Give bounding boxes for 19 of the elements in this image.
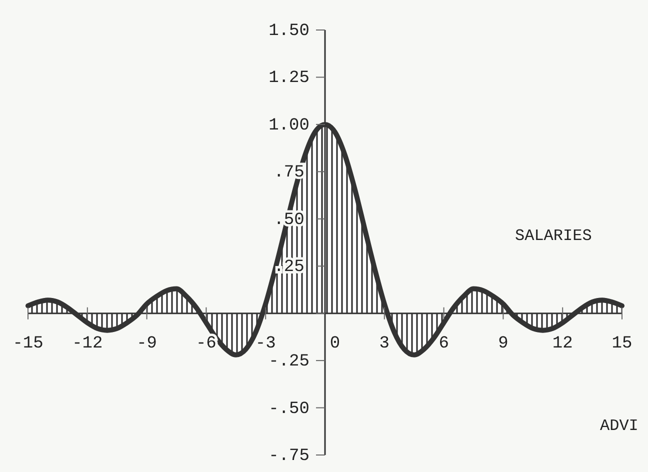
y-tick-label: 1.50 bbox=[268, 22, 310, 41]
y-tick-label: 1.00 bbox=[268, 116, 310, 136]
x-tick-label: -6 bbox=[196, 334, 216, 354]
y-tick-label: -.25 bbox=[268, 352, 310, 372]
x-tick-label: -3 bbox=[255, 334, 276, 354]
x-tick-label: 3 bbox=[379, 334, 390, 354]
x-tick-label: 6 bbox=[438, 334, 449, 354]
x-tick-label: -9 bbox=[136, 334, 158, 354]
x-tick-label: 12 bbox=[552, 334, 573, 354]
y-tick-label: 1.25 bbox=[268, 69, 310, 88]
x-tick-label: 15 bbox=[612, 334, 632, 354]
annotation: ADVI bbox=[600, 417, 638, 435]
y-tick-label: -.50 bbox=[268, 400, 310, 419]
x-tick-label: 0 bbox=[330, 334, 340, 354]
x-tick-label: 9 bbox=[498, 334, 508, 354]
x-tick-label: -15 bbox=[12, 334, 44, 354]
x-tick-label: -12 bbox=[72, 334, 103, 354]
y-tick-label: -.75 bbox=[268, 447, 310, 466]
annotation: SALARIES bbox=[515, 227, 592, 245]
